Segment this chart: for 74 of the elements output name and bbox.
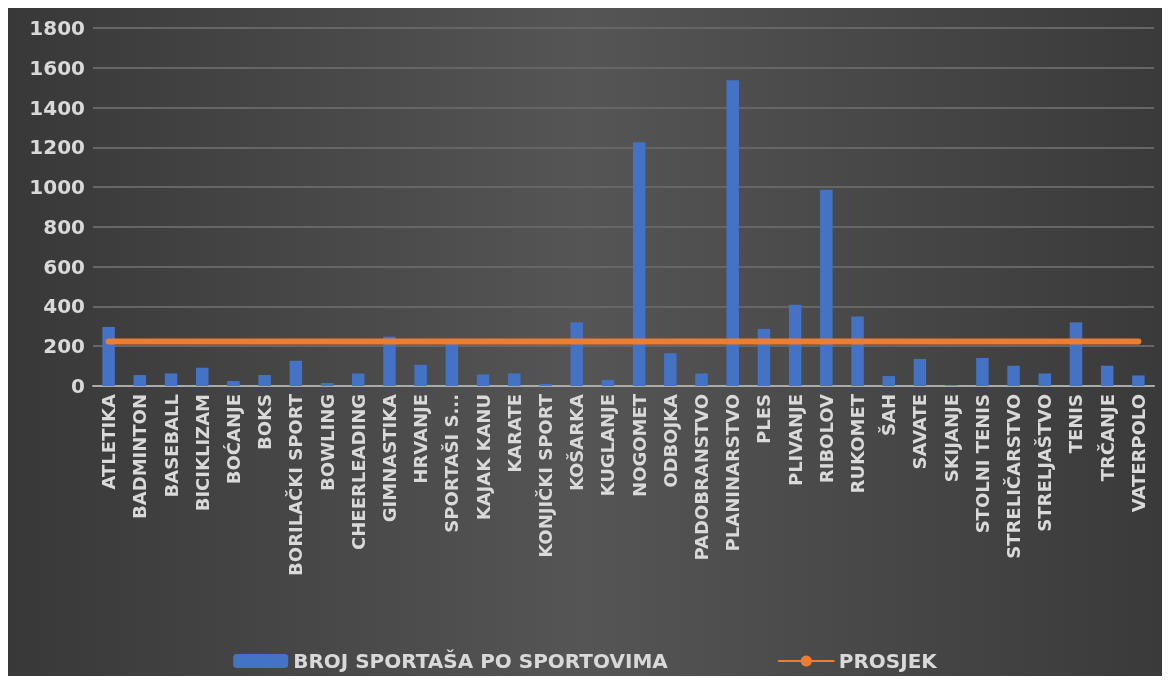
y-tick-label: 200: [43, 334, 85, 359]
x-tick-label: ODBOJKA: [659, 393, 681, 488]
bar: [164, 373, 178, 386]
x-tick-label: ŠAH: [878, 394, 900, 436]
x-tick-label: BASEBALL: [160, 394, 182, 498]
x-tick-label: CHEERLEADING: [347, 394, 369, 550]
x-tick-label: SAVATE: [909, 394, 931, 470]
bar: [913, 358, 927, 386]
x-tick-label: RUKOMET: [847, 393, 869, 494]
bar: [258, 375, 271, 386]
y-tick-label: 600: [43, 254, 85, 279]
bar: [227, 381, 240, 386]
y-tick-label: 1800: [29, 16, 85, 40]
bar: [632, 142, 646, 386]
bar: [601, 380, 615, 386]
x-tick-label: STRELJAŠTVO: [1034, 394, 1056, 532]
x-tick-label: GIMNASTIKA: [378, 393, 400, 523]
bar: [664, 353, 677, 386]
x-tick-label: SKIJANJE: [940, 394, 962, 483]
bar: [726, 80, 739, 386]
x-tick-label: BOWLING: [316, 394, 338, 491]
x-tick-label: TENIS: [1065, 394, 1087, 454]
bar: [352, 373, 365, 386]
x-tick-label: HRVANJE: [410, 394, 432, 484]
bar: [882, 376, 895, 386]
x-tick-label: BORILAČKI SPORT: [285, 393, 307, 576]
y-tick-label: 1200: [29, 135, 85, 160]
x-tick-label: KOŠARKA: [566, 393, 588, 492]
bar: [820, 189, 833, 386]
x-tick-label: SPORTAŠI S...: [441, 394, 463, 533]
y-tick-label: 0: [71, 374, 85, 398]
bar: [476, 374, 490, 386]
bar: [695, 373, 708, 386]
x-tick-label: PLANINARSTVO: [722, 394, 744, 552]
bar: [851, 316, 864, 386]
bar: [102, 326, 115, 386]
bar: [289, 360, 303, 386]
x-tick-label: STOLNI TENIS: [971, 394, 993, 534]
x-tick-label: STRELIČARSTVO: [1003, 394, 1025, 559]
x-tick-label: BOĆANJE: [222, 394, 244, 485]
bar: [195, 367, 209, 386]
bar: [1007, 365, 1020, 386]
x-tick-label: VATERPOLO: [1127, 394, 1149, 513]
x-tick-label: PLIVANJE: [784, 394, 806, 487]
x-tick-label: TRČANJE: [1096, 394, 1118, 482]
x-tick-label: PLES: [753, 394, 775, 444]
bar: [133, 375, 147, 386]
x-tick-label: BICIKLIZAM: [191, 394, 213, 512]
bar: [414, 364, 427, 386]
x-tick-label: KARATE: [503, 394, 525, 473]
bar: [1132, 375, 1145, 386]
legend-label: PROSJEK: [838, 649, 939, 673]
bar: [445, 342, 459, 386]
legend-label: BROJ SPORTAŠA PO SPORTOVIMA: [293, 649, 669, 673]
x-tick-label: NOGOMET: [628, 393, 650, 497]
x-tick-label: BADMINTON: [129, 394, 151, 519]
bar: [508, 373, 521, 386]
y-tick-label: 1600: [29, 55, 85, 80]
bar: [1038, 373, 1052, 386]
bar: [1100, 365, 1114, 386]
x-tick-label: ATLETIKA: [98, 393, 120, 490]
x-tick-label: KONJIČKI SPORT: [534, 393, 556, 558]
y-tick-label: 400: [43, 294, 85, 319]
x-tick-label: PADOBRANSTVO: [691, 394, 713, 561]
y-tick-label: 800: [43, 214, 85, 239]
x-tick-label: KUGLANJE: [597, 394, 619, 497]
bar: [976, 357, 989, 386]
bar: [320, 383, 334, 386]
y-tick-label: 1000: [29, 175, 85, 200]
x-tick-label: KAJAK KANU: [472, 394, 494, 521]
x-tick-label: BOKS: [254, 394, 276, 450]
bar: [570, 322, 583, 386]
y-tick-label: 1400: [29, 95, 85, 120]
x-tick-label: RIBOLOV: [815, 393, 837, 484]
